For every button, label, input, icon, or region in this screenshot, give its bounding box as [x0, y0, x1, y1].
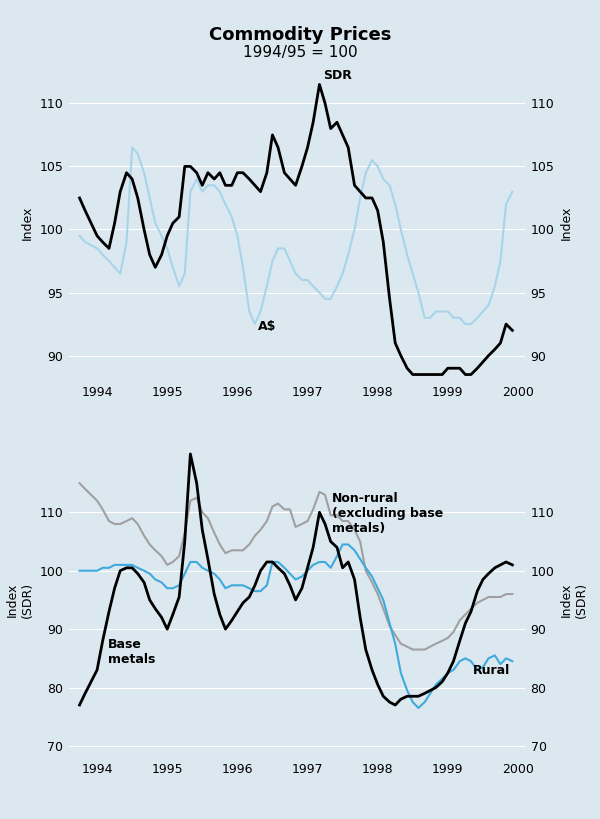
Text: Rural: Rural [472, 664, 509, 677]
Text: SDR: SDR [323, 69, 352, 82]
Text: 1994/95 = 100: 1994/95 = 100 [242, 45, 358, 60]
Y-axis label: Index
(SDR): Index (SDR) [560, 581, 588, 618]
Y-axis label: Index: Index [21, 206, 34, 240]
Text: Base
metals: Base metals [107, 638, 155, 666]
Y-axis label: Index
(SDR): Index (SDR) [6, 581, 34, 618]
Y-axis label: Index: Index [560, 206, 573, 240]
Text: Non-rural
(excluding base
metals): Non-rural (excluding base metals) [332, 492, 443, 535]
Text: Commodity Prices: Commodity Prices [209, 26, 391, 44]
Text: A$: A$ [259, 320, 277, 333]
